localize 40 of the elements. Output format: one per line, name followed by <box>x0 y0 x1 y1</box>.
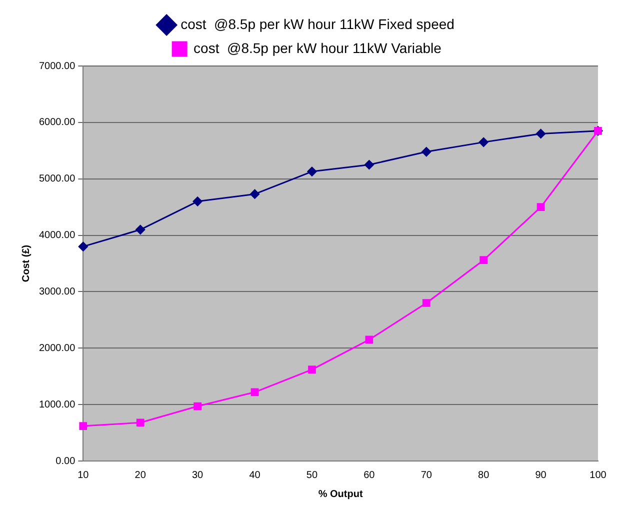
point <box>308 366 316 374</box>
y-tick-label: 5000.00 <box>38 174 76 185</box>
x-tick-label: 100 <box>590 470 607 481</box>
point <box>136 418 144 427</box>
point <box>422 299 430 307</box>
x-tick-label: 70 <box>420 470 432 481</box>
point <box>478 137 488 147</box>
x-tick-label: 80 <box>478 470 490 481</box>
point <box>536 203 545 212</box>
y-tick-label: 4000.00 <box>38 230 76 242</box>
point <box>192 196 202 206</box>
legend-label: cost @8.5p per kW hour 11kW Variable <box>194 40 442 56</box>
y-tick-label: 7000.00 <box>38 60 76 72</box>
x-tick-label: 50 <box>306 470 318 481</box>
y-tick-label: 6000.00 <box>38 117 76 128</box>
y-tick-label: 3000.00 <box>38 286 76 298</box>
point <box>536 128 546 138</box>
point <box>79 422 88 430</box>
x-tick-label: 40 <box>249 470 261 481</box>
point <box>307 166 317 176</box>
y-tick-label: 2000.00 <box>38 342 76 354</box>
point <box>250 388 259 396</box>
x-axis-title: % Output <box>318 488 364 500</box>
x-tick-label: 90 <box>535 470 547 481</box>
legend-label: cost @8.5p per kW hour 11kW Fixed speed <box>180 16 454 32</box>
point <box>194 402 202 410</box>
y-tick-label: 0.00 <box>56 456 76 467</box>
point <box>78 242 88 252</box>
x-tick-label: 20 <box>134 470 146 481</box>
point <box>250 189 260 199</box>
point <box>365 336 374 344</box>
y-axis-title: Cost (£) <box>20 244 32 282</box>
point <box>136 224 146 234</box>
y-tick-label: 1000.00 <box>38 399 76 410</box>
point <box>422 147 432 157</box>
point <box>480 256 488 264</box>
x-tick-label: 60 <box>364 470 376 481</box>
point <box>364 160 374 170</box>
x-tick-label: 10 <box>78 470 90 481</box>
x-tick-label: 30 <box>192 470 204 481</box>
